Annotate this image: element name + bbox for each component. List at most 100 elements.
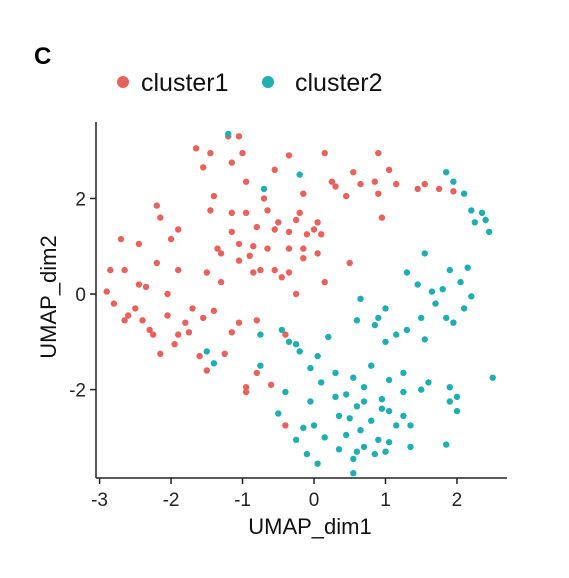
x-axis-title: UMAP_dim1 (248, 514, 371, 539)
x-tick-label: 0 (309, 490, 320, 511)
cluster1-point (253, 317, 260, 324)
cluster2-point (443, 169, 450, 176)
cluster2-point (360, 398, 368, 405)
plot-area (103, 130, 496, 477)
cluster2-point (371, 450, 378, 458)
cluster2-point (443, 441, 450, 448)
cluster1-point (150, 331, 157, 338)
cluster1-point (203, 367, 210, 374)
cluster2-point (489, 374, 496, 381)
cluster1-point (350, 169, 357, 176)
cluster1-point (296, 209, 303, 216)
cluster2-point (292, 436, 300, 443)
cluster1-point (146, 326, 153, 334)
cluster2-point (418, 386, 425, 393)
cluster2-point (432, 300, 439, 307)
cluster2-point (353, 403, 361, 410)
legend-label-cluster1: cluster1 (141, 69, 229, 97)
cluster2-point (210, 360, 218, 367)
cluster1-point (264, 245, 271, 252)
cluster1-point (139, 317, 146, 324)
cluster1-point (135, 240, 143, 248)
cluster2-point (382, 448, 389, 455)
cluster2-point (450, 178, 457, 185)
y-tick-label: 2 (75, 189, 86, 210)
cluster1-point (228, 159, 235, 166)
cluster2-point (368, 362, 375, 369)
cluster1-point (242, 384, 250, 391)
cluster2-point (303, 450, 311, 458)
cluster2-point (375, 314, 382, 322)
cluster2-point (446, 398, 453, 405)
cluster2-point (332, 393, 339, 400)
x-tick-label: -3 (91, 490, 108, 511)
cluster1-point (242, 388, 250, 396)
cluster1-point (300, 255, 307, 262)
cluster1-point (239, 149, 246, 157)
cluster2-point (343, 391, 350, 398)
cluster2-point (257, 362, 264, 369)
cluster1-point (257, 266, 264, 274)
cluster1-point (175, 226, 182, 233)
cluster2-point (443, 314, 450, 322)
cluster2-point (385, 439, 393, 446)
cluster1-point (157, 214, 164, 221)
cluster1-point (303, 231, 311, 238)
cluster1-point (203, 269, 210, 276)
cluster1-point (228, 209, 235, 216)
cluster2-point (453, 407, 461, 415)
cluster2-point (368, 417, 375, 424)
cluster1-point (235, 319, 243, 326)
cluster1-point (292, 216, 300, 224)
cluster2-point (335, 412, 343, 420)
cluster1-point (250, 243, 257, 250)
cluster2-point (296, 348, 303, 355)
cluster1-point (121, 317, 128, 324)
cluster1-point (242, 178, 250, 185)
cluster1-point (414, 185, 421, 193)
cluster1-point (285, 152, 293, 159)
cluster2-point (292, 341, 300, 348)
cluster1-point (135, 281, 143, 288)
cluster2-point (403, 326, 411, 334)
cluster1-point (421, 180, 428, 188)
x-axis: -3 -2 -1 0 1 2 (91, 477, 507, 511)
cluster2-point (325, 333, 332, 341)
points-layer (103, 130, 496, 477)
cluster1-point (164, 312, 171, 319)
cluster1-point (142, 283, 150, 291)
cluster1-point (300, 190, 307, 197)
cluster2-point (350, 455, 357, 463)
cluster2-point (453, 393, 461, 400)
cluster2-point (425, 379, 432, 386)
cluster1-point (153, 202, 160, 209)
cluster1-point (275, 219, 282, 226)
cluster1-point (267, 381, 275, 388)
y-tick-label: -2 (69, 381, 86, 402)
cluster1-point (346, 259, 353, 267)
cluster2-point (460, 190, 468, 197)
cluster1-point (343, 192, 350, 200)
cluster2-point (485, 228, 493, 236)
cluster2-point (300, 424, 307, 431)
cluster2-point (403, 269, 411, 276)
cluster1-point (321, 149, 328, 157)
cluster2-point (321, 434, 328, 441)
cluster1-point (196, 352, 203, 360)
cluster2-point (414, 281, 421, 288)
cluster1-point (228, 228, 235, 236)
y-tick-label: 0 (75, 285, 86, 306)
cluster2-point (385, 376, 393, 384)
cluster1-point (278, 274, 285, 281)
cluster1-point (132, 305, 139, 312)
cluster2-point (378, 405, 386, 412)
y-axis: -2 0 2 (69, 122, 97, 478)
cluster1-point (321, 278, 328, 286)
cluster2-point (400, 388, 407, 396)
panel-label: C (34, 43, 51, 70)
cluster2-point (257, 331, 264, 338)
cluster1-point (175, 266, 182, 274)
cluster1-point (314, 250, 321, 257)
cluster1-point (435, 185, 443, 193)
cluster2-point (482, 216, 489, 224)
